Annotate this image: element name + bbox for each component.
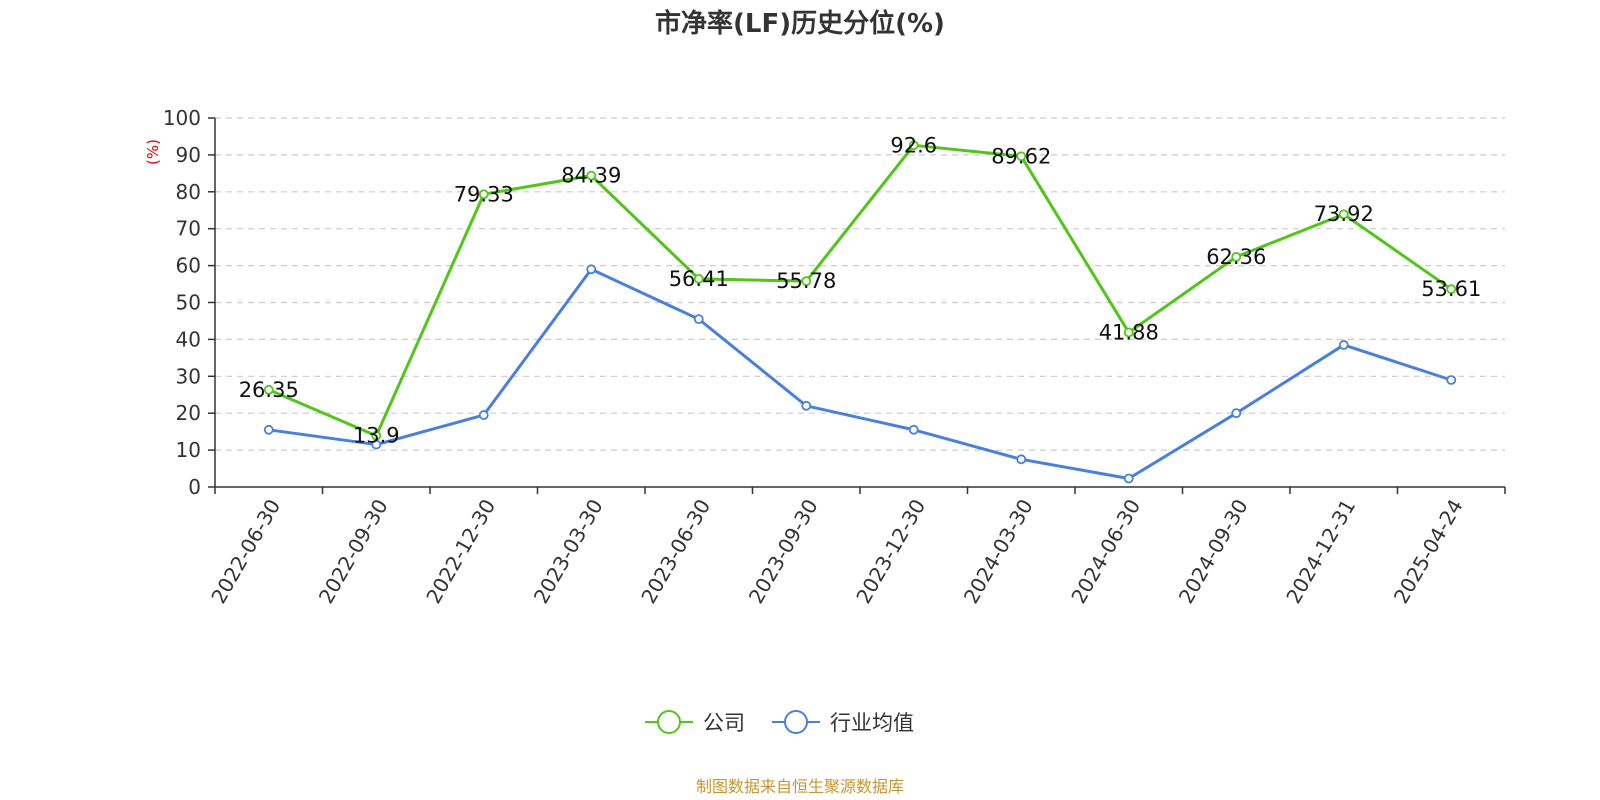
data-label: 73.92 <box>1314 202 1374 226</box>
x-tick-label: 2023-09-30 <box>744 495 823 608</box>
data-point <box>1016 151 1027 162</box>
legend-item-1[interactable]: 行业均值 <box>772 710 914 735</box>
data-label: 79.33 <box>454 182 514 206</box>
y-axis-unit: (%) <box>144 139 162 165</box>
y-tick-label: 90 <box>176 143 201 167</box>
data-point <box>1123 473 1134 484</box>
series-line-1 <box>268 267 1452 481</box>
y-tick-labels: 0 10 20 30 40 50 60 70 80 90 100 <box>163 106 201 499</box>
y-tick-label: 60 <box>176 254 201 278</box>
data-label: 53.61 <box>1421 277 1481 301</box>
y-tick-label: 50 <box>176 291 201 315</box>
y-tick-label: 30 <box>176 364 201 388</box>
x-tick-label: 2024-06-30 <box>1066 495 1145 608</box>
data-point <box>908 140 919 151</box>
x-tick-label: 2024-12-31 <box>1281 495 1360 608</box>
legend-marker <box>657 710 681 734</box>
data-point <box>478 189 489 200</box>
data-point <box>693 314 704 325</box>
data-point <box>1016 454 1027 465</box>
y-tick-label: 10 <box>176 438 201 462</box>
data-point <box>263 384 274 395</box>
chart-title: 市净率(LF)历史分位(%) <box>655 8 945 39</box>
data-label: 41.88 <box>1099 320 1159 344</box>
data-point <box>1123 327 1134 338</box>
data-label: 84.39 <box>561 164 621 188</box>
legend-marker <box>784 710 808 734</box>
y-tick-label: 40 <box>176 327 201 351</box>
data-point <box>1231 251 1242 262</box>
legend-label: 行业均值 <box>830 711 914 735</box>
x-tick-label: 2023-03-30 <box>529 495 608 608</box>
data-point <box>1446 284 1457 295</box>
data-point <box>801 276 812 287</box>
series-group <box>263 140 1457 484</box>
data-label: 89.62 <box>991 144 1051 168</box>
data-label: 13.9 <box>353 424 400 448</box>
y-tick-label: 70 <box>176 217 201 241</box>
data-label: 55.78 <box>776 269 836 293</box>
x-tick-labels: 2022-06-30 2022-09-30 2022-12-30 2023-03-30… <box>206 495 1467 608</box>
legend-item-0[interactable]: 公司 <box>645 710 745 735</box>
grid-lines <box>208 117 1505 488</box>
x-tick-label: 2022-12-30 <box>421 495 500 608</box>
legend-label: 公司 <box>703 711 745 735</box>
data-point <box>1231 408 1242 419</box>
data-point <box>693 273 704 284</box>
data-point <box>586 264 597 275</box>
axes <box>214 118 1506 494</box>
x-tick-label: 2022-06-30 <box>206 495 285 608</box>
data-label: 26.35 <box>239 378 299 402</box>
y-tick-label: 20 <box>176 401 201 425</box>
source-note: 制图数据来自恒生聚源数据库 <box>696 777 904 796</box>
series-line-0 <box>268 143 1453 438</box>
data-labels: 26.35 13.9 79.33 84.39 56.41 55.78 92.6 89.62 41… <box>239 133 1482 447</box>
data-point <box>586 170 597 181</box>
y-tick-label: 0 <box>188 475 201 499</box>
x-tick-label: 2024-09-30 <box>1174 495 1253 608</box>
x-tick-label: 2023-12-30 <box>851 495 930 608</box>
x-tick-label: 2023-06-30 <box>636 495 715 608</box>
data-point <box>371 439 382 450</box>
data-point <box>801 400 812 411</box>
y-tick-label: 100 <box>163 106 201 130</box>
data-label: 92.6 <box>890 133 937 157</box>
data-label: 56.41 <box>669 267 729 291</box>
data-point <box>1446 375 1457 385</box>
data-point <box>908 424 919 435</box>
data-point <box>478 410 489 420</box>
data-point <box>1338 340 1349 350</box>
legend[interactable]: 公司 行业均值 <box>645 710 914 735</box>
x-tick-label: 2025-04-24 <box>1389 495 1468 608</box>
data-point <box>263 424 274 435</box>
data-label: 62.36 <box>1206 245 1266 269</box>
y-tick-label: 80 <box>176 180 201 204</box>
x-tick-label: 2022-09-30 <box>314 495 393 608</box>
x-tick-label: 2024-03-30 <box>959 495 1038 608</box>
data-point <box>1338 209 1349 220</box>
